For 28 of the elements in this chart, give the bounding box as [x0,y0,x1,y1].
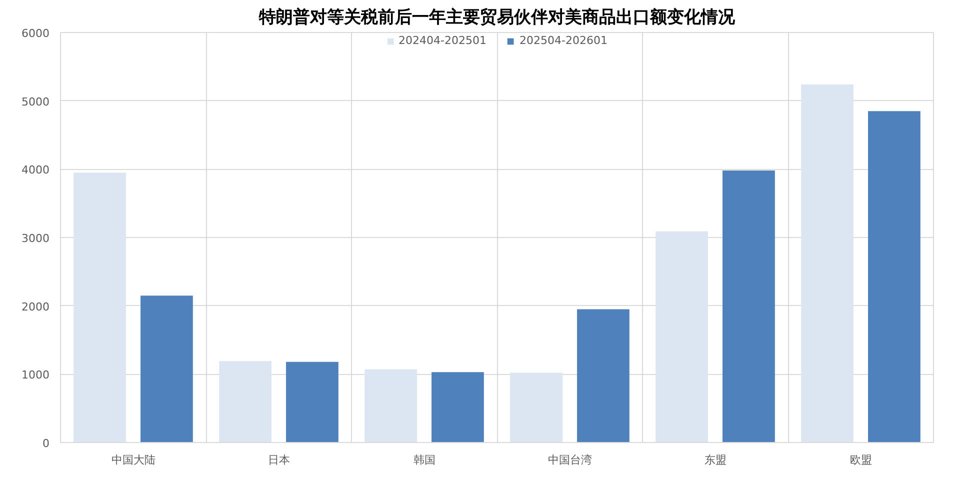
y-tick-label: 4000 [22,164,50,177]
y-tick-label: 6000 [22,27,50,40]
y-tick-label: 0 [42,437,50,450]
bar [510,372,562,442]
bar [74,172,126,442]
y-tick-label: 5000 [22,95,50,108]
bar [219,361,272,442]
bar [577,309,630,442]
chart-title: 特朗普对等关税前后一年主要贸易伙伴对美商品出口额变化情况 [258,6,736,28]
legend-label: 202404-202501 [398,34,486,47]
bar [801,84,854,442]
y-tick-label: 2000 [22,300,50,314]
y-tick-label: 1000 [22,368,50,382]
x-tick-label: 欧盟 [850,454,872,466]
bar [656,231,708,442]
y-tick-label: 3000 [22,232,50,245]
x-tick-label: 中国台湾 [548,454,592,466]
bar [286,362,338,442]
bar [140,296,193,442]
legend-label: 202504-202601 [520,34,608,47]
bar [868,111,920,442]
bar [364,369,417,442]
x-tick-label: 东盟 [704,454,726,466]
bar [432,372,484,442]
x-tick-label: 日本 [268,454,290,466]
x-tick-label: 韩国 [413,454,436,466]
x-tick-label: 中国大陆 [111,454,156,466]
bar [722,170,775,442]
